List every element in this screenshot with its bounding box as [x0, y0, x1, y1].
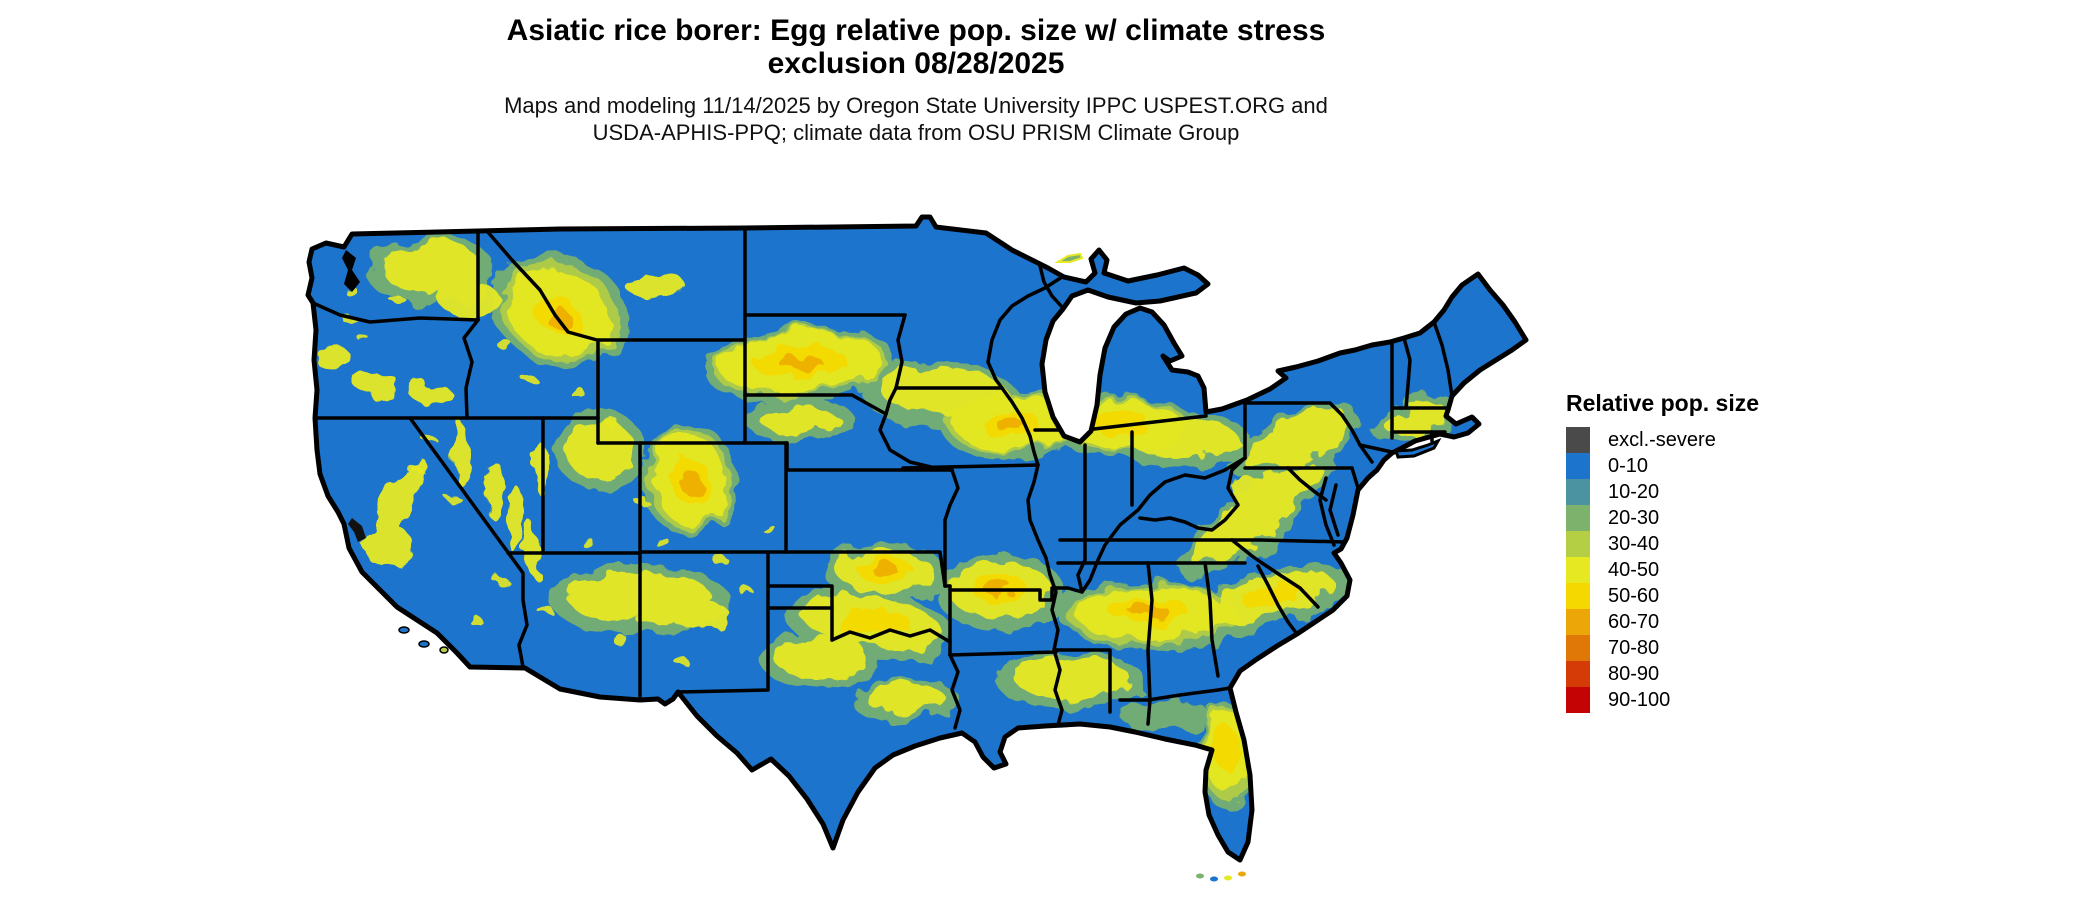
legend-swatch: [1566, 427, 1590, 453]
legend-entry: 50-60: [1566, 583, 1866, 609]
legend-entry: 0-10: [1566, 453, 1866, 479]
legend-swatch: [1566, 505, 1590, 531]
legend-entry: 10-20: [1566, 479, 1866, 505]
legend-entry: excl.-severe: [1566, 427, 1866, 453]
legend-swatch: [1566, 661, 1590, 687]
map-subtitle-line1: Maps and modeling 11/14/2025 by Oregon S…: [504, 93, 1328, 118]
header: Asiatic rice borer: Egg relative pop. si…: [232, 14, 1600, 146]
legend-label: 40-50: [1608, 558, 1660, 581]
legend-label: 70-80: [1608, 636, 1660, 659]
legend-swatch: [1566, 557, 1590, 583]
map-title-line1: Asiatic rice borer: Egg relative pop. si…: [506, 14, 1326, 47]
legend-label: 20-30: [1608, 506, 1660, 529]
legend-label: 50-60: [1608, 584, 1660, 607]
map-land: [308, 217, 1526, 860]
islands: [398, 252, 1442, 882]
water-features: [342, 250, 366, 542]
legend-label: 10-20: [1608, 480, 1660, 503]
legend-swatch: [1566, 687, 1590, 713]
legend-label: 0-10: [1608, 454, 1649, 477]
legend-entry: 40-50: [1566, 557, 1866, 583]
legend-entry: 20-30: [1566, 505, 1866, 531]
map-title-line2: exclusion 08/28/2025: [767, 47, 1065, 80]
legend-swatch: [1566, 531, 1590, 557]
legend-entry: 70-80: [1566, 635, 1866, 661]
legend-label: 90-100: [1608, 688, 1671, 711]
map-subtitle: Maps and modeling 11/14/2025 by Oregon S…: [232, 92, 1600, 146]
state-borders: [311, 226, 1454, 730]
map-subtitle-line2: USDA-APHIS-PPQ; climate data from OSU PR…: [592, 120, 1240, 145]
legend-label: 30-40: [1608, 532, 1660, 555]
map-speckles: [343, 286, 777, 664]
legend-label: 80-90: [1608, 662, 1660, 685]
legend: Relative pop. size excl.-severe 0-10 10-20…: [1566, 390, 1866, 713]
legend-title: Relative pop. size: [1566, 390, 1760, 416]
legend-entry: 30-40: [1566, 531, 1866, 557]
legend-swatch: [1566, 635, 1590, 661]
legend-swatch: [1566, 479, 1590, 505]
legend-swatch: [1566, 453, 1590, 479]
legend-entry: 60-70: [1566, 609, 1866, 635]
legend-entry: 80-90: [1566, 661, 1866, 687]
legend-entry: 90-100: [1566, 687, 1866, 713]
legend-swatch: [1566, 609, 1590, 635]
legend-label: 60-70: [1608, 610, 1660, 633]
legend-rows: excl.-severe 0-10 10-20 20-30 30-40 40-50 50-6…: [1566, 427, 1866, 713]
legend-swatch: [1566, 583, 1590, 609]
legend-label: excl.-severe: [1608, 428, 1716, 451]
